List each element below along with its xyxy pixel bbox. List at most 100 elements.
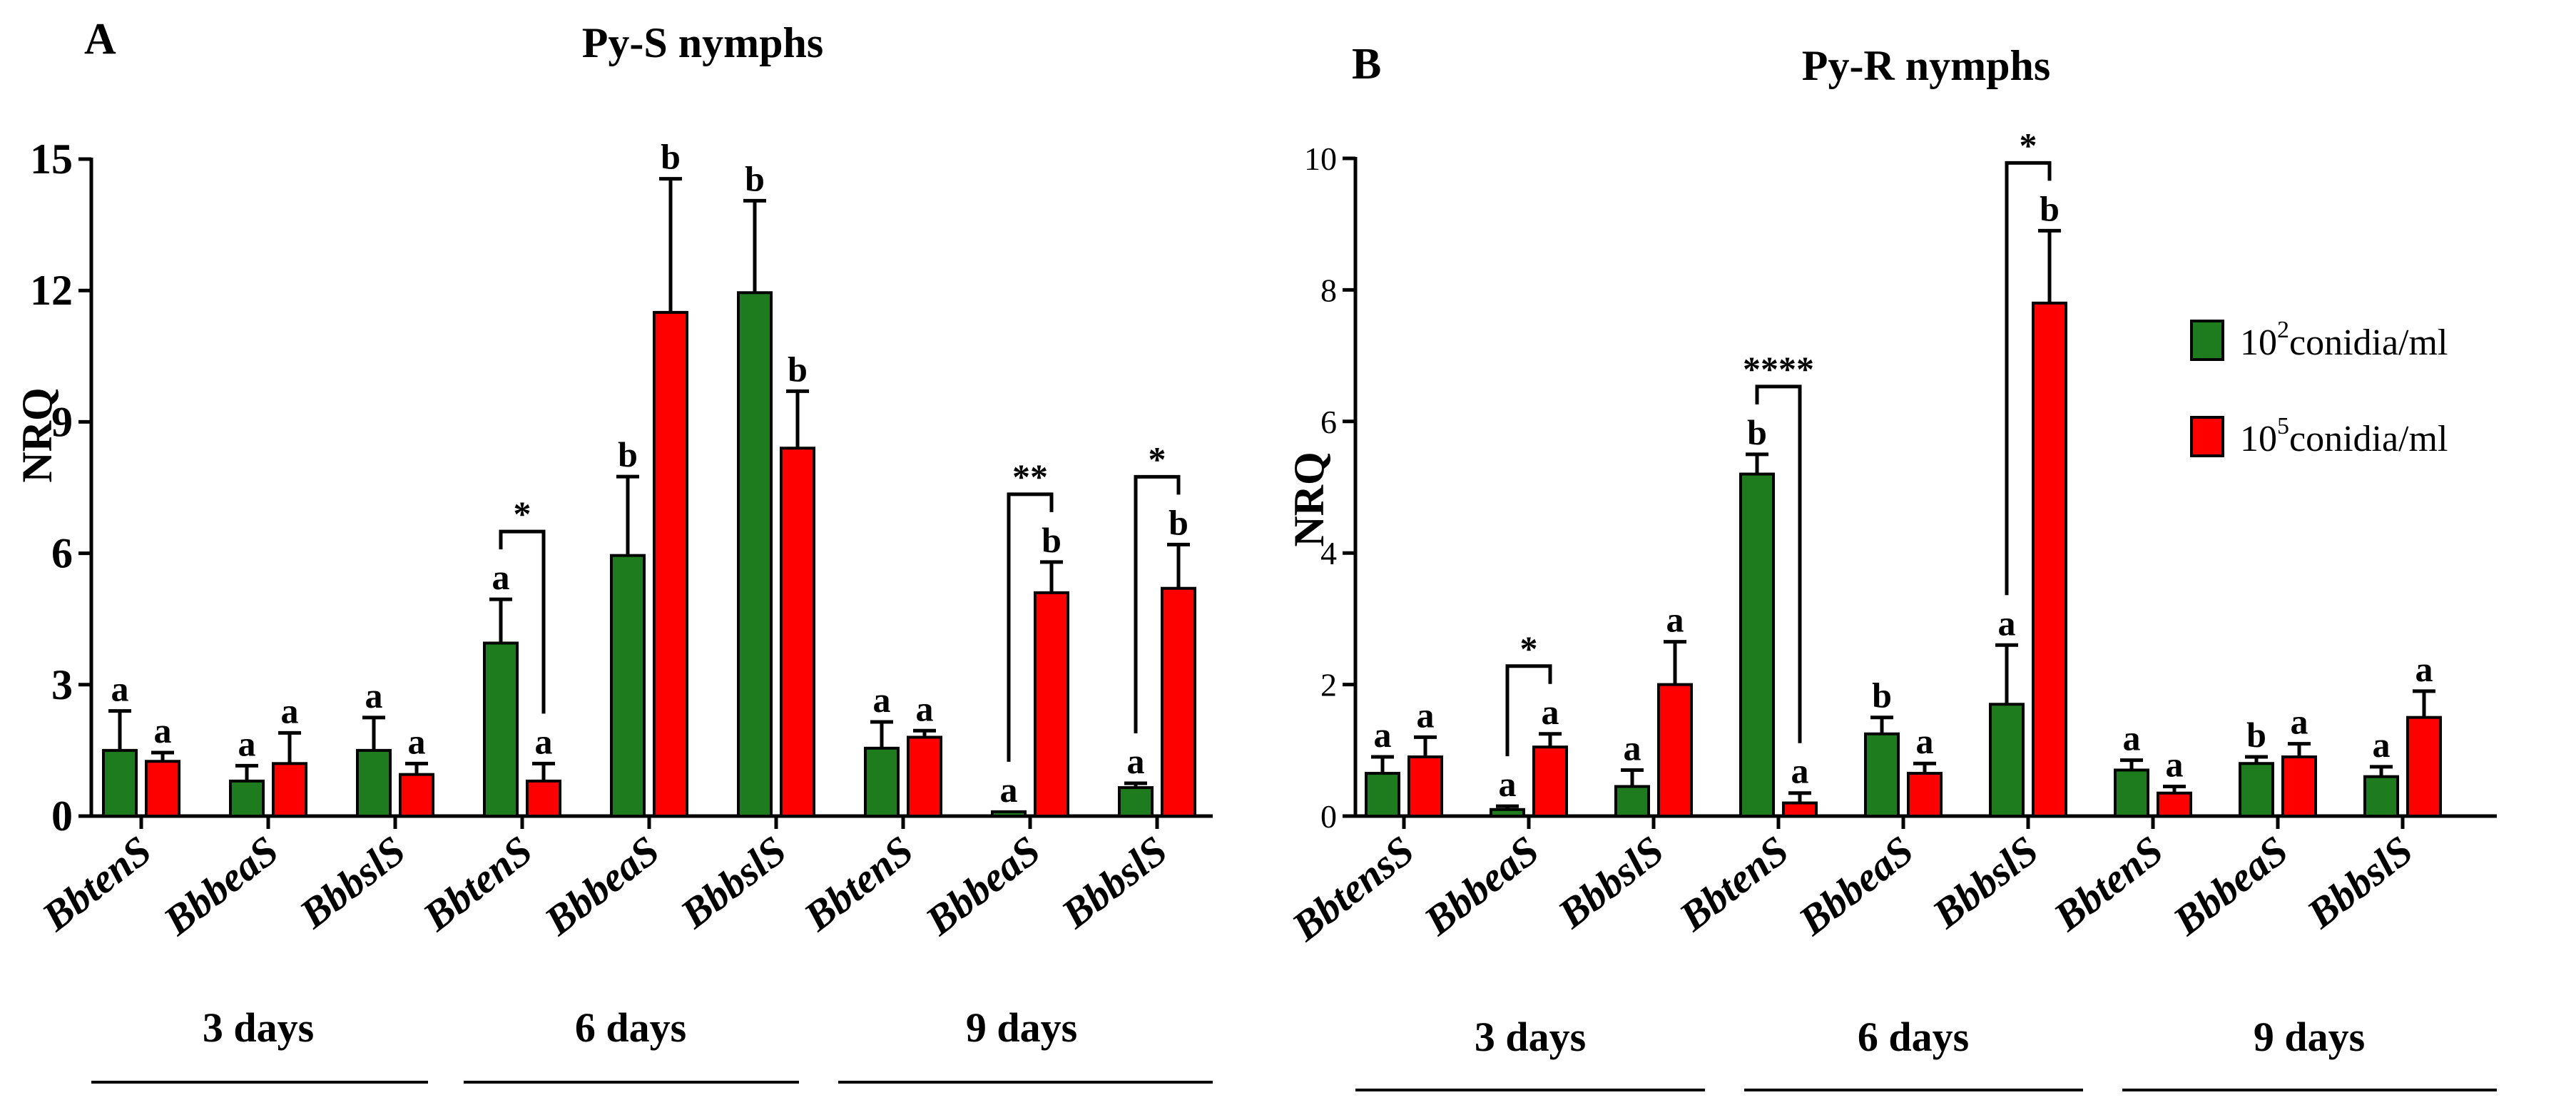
category-label: BbtensS [1283,827,1422,950]
bar-low-dose [1490,808,1525,818]
significance-letter: b [1747,412,1767,452]
significance-letter: b [788,349,808,389]
legend: 102conidia/ml 105conidia/ml [2190,317,2448,459]
bar-high-dose [1161,586,1196,818]
bar-high-dose [526,779,561,818]
category-label: BbtenS [795,827,922,940]
bar-high-dose [653,310,688,818]
significance-letter: b [1872,676,1892,715]
bar-low-dose [1614,785,1650,818]
significance-letter: a [2291,702,2308,742]
y-tick-label: 0 [1320,798,1337,835]
panel-b-day-groups: 3 days 6 days 9 days [1355,1014,2497,1091]
y-tick-label: 6 [1320,404,1337,440]
significance-letter: b [2040,188,2060,228]
y-tick-label: 15 [30,136,73,183]
panel-a-letter: A [84,15,116,63]
legend-swatch-high-dose [2190,416,2224,457]
bar-high-dose [145,760,180,818]
significance-stars: * [2020,125,2037,165]
bar-low-dose [1118,786,1154,818]
bar-high-dose [780,447,815,818]
legend-label-low-dose: 102conidia/ml [2240,317,2448,363]
significance-letter: b [2246,715,2266,755]
significance-letter: b [661,137,681,177]
category-label: BbbeaS [916,827,1049,944]
bar-low-dose [2363,775,2399,818]
bar-low-dose [1739,472,1775,818]
significance-bracket [2005,161,2052,596]
significance-letter: a [916,688,934,728]
panel-a-y-axis-label: NRQ [14,387,61,482]
significance-bracket [1755,385,1802,743]
significance-letter: a [873,680,891,720]
category-label: BbbslS [671,827,795,937]
significance-letter: b [745,158,765,198]
category-label: BbtenS [33,827,160,940]
bar-high-dose [1034,591,1069,818]
bar-high-dose [1907,772,1943,818]
significance-letter: a [1374,715,1392,755]
significance-letter: a [492,557,510,597]
panel-a-title: Py-S nymphs [582,19,823,66]
significance-stars: ** [1012,457,1048,496]
significance-letter: a [2123,718,2141,758]
significance-letter: a [1127,741,1145,781]
bar-low-dose [610,554,646,818]
bar-low-dose [2239,762,2274,818]
group-label: 9 days [2254,1014,2365,1060]
bar-low-dose [737,291,773,818]
bar-high-dose [2406,715,2442,818]
category-label: BbbslS [1923,827,2047,937]
bar-high-dose [2157,791,2192,818]
bar-low-dose [2114,768,2149,818]
panel-a: A Py-S nymphs NRQ 03691215aaBbtenSaaBbbe… [14,15,1213,1084]
significance-letter: a [111,669,129,709]
bar-low-dose [356,748,392,818]
y-tick-label: 8 [1320,272,1337,308]
bar-low-dose [1864,732,1900,818]
group-label: 6 days [575,1004,686,1051]
category-label: BbbeaS [154,827,287,944]
significance-letter: a [238,723,256,763]
bar-low-dose [102,748,138,818]
y-tick-label: 12 [30,267,73,314]
significance-letter: a [365,676,383,715]
significance-bracket [499,529,546,714]
significance-stars: * [514,494,531,534]
bar-high-dose [1657,683,1693,818]
significance-letter: a [2373,725,2391,765]
y-tick-label: 0 [51,793,73,840]
bar-high-dose [907,735,942,818]
y-tick-label: 3 [51,661,73,708]
significance-letter: a [408,721,426,761]
significance-letter: a [1417,695,1435,735]
group-label: 3 days [1475,1014,1586,1060]
category-label: BbbslS [290,827,414,937]
significance-stars: **** [1743,349,1814,389]
significance-letter: a [1791,751,1809,791]
significance-letter: a [1499,764,1517,804]
significance-letter: a [1666,600,1684,640]
panel-a-day-groups: 3 days 6 days 9 days [91,1004,1213,1084]
significance-bracket [1134,474,1181,733]
significance-stars: * [1149,439,1166,479]
bar-low-dose [483,641,519,818]
significance-letter: b [1042,520,1062,560]
significance-letter: b [1169,502,1188,542]
bar-low-dose [1989,703,2025,818]
significance-bracket [1505,664,1552,757]
bar-high-dose [1782,801,1818,818]
bar-high-dose [272,762,307,818]
significance-letter: a [281,691,299,730]
category-label: BbbslS [2298,827,2421,937]
panel-b-title: Py-R nymphs [1802,42,2050,89]
significance-letter: b [618,434,638,474]
bar-high-dose [1407,755,1443,818]
significance-letter: a [1542,692,1559,732]
group-label: 3 days [203,1004,314,1051]
bar-low-dose [864,746,900,818]
